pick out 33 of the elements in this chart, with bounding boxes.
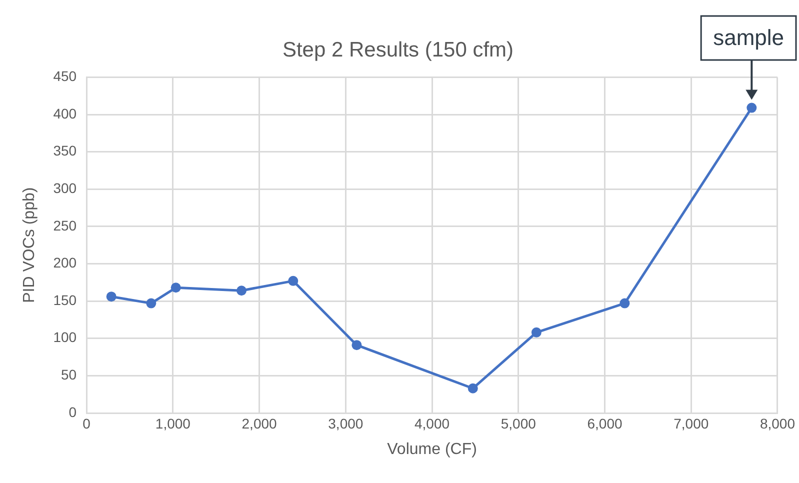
point <box>531 327 542 338</box>
x-tick-label: 2,000 <box>242 415 278 432</box>
annotation: sample <box>713 25 784 50</box>
point <box>468 383 478 394</box>
point <box>746 102 757 113</box>
x-tick-label: 0 <box>82 415 91 432</box>
x-tick-label: 1,000 <box>155 415 191 432</box>
x-axis-title: Volume (CF) <box>387 440 477 458</box>
x-tick-label: 6,000 <box>587 415 622 432</box>
y-tick-label: 100 <box>53 329 77 346</box>
point <box>146 298 156 308</box>
x-tick-label: 8,000 <box>760 415 796 432</box>
y-axis-title: PID VOCs (ppb) <box>21 187 38 303</box>
point <box>288 276 298 286</box>
y-tick-label: 350 <box>53 142 77 159</box>
y-tick-label: 400 <box>53 105 77 122</box>
y-tick-label: 150 <box>53 292 77 308</box>
x-tick-label: 7,000 <box>674 415 709 432</box>
x-tick-label: 3,000 <box>328 415 364 432</box>
x-tick-label: 5,000 <box>500 415 536 432</box>
chart-title: Step 2 Results (150 cfm) <box>282 38 514 62</box>
y-tick-label: 50 <box>60 366 77 383</box>
point <box>620 298 630 308</box>
point <box>236 286 246 296</box>
x-tick-label: 4,000 <box>414 415 450 432</box>
point <box>352 340 362 350</box>
y-tick-label: 0 <box>68 404 77 420</box>
y-tick-label: 250 <box>53 217 77 234</box>
y-tick-label: 300 <box>53 180 77 196</box>
point <box>106 292 116 302</box>
y-tick-label: 450 <box>53 68 77 84</box>
point <box>170 282 181 293</box>
y-tick-label: 200 <box>53 254 77 271</box>
